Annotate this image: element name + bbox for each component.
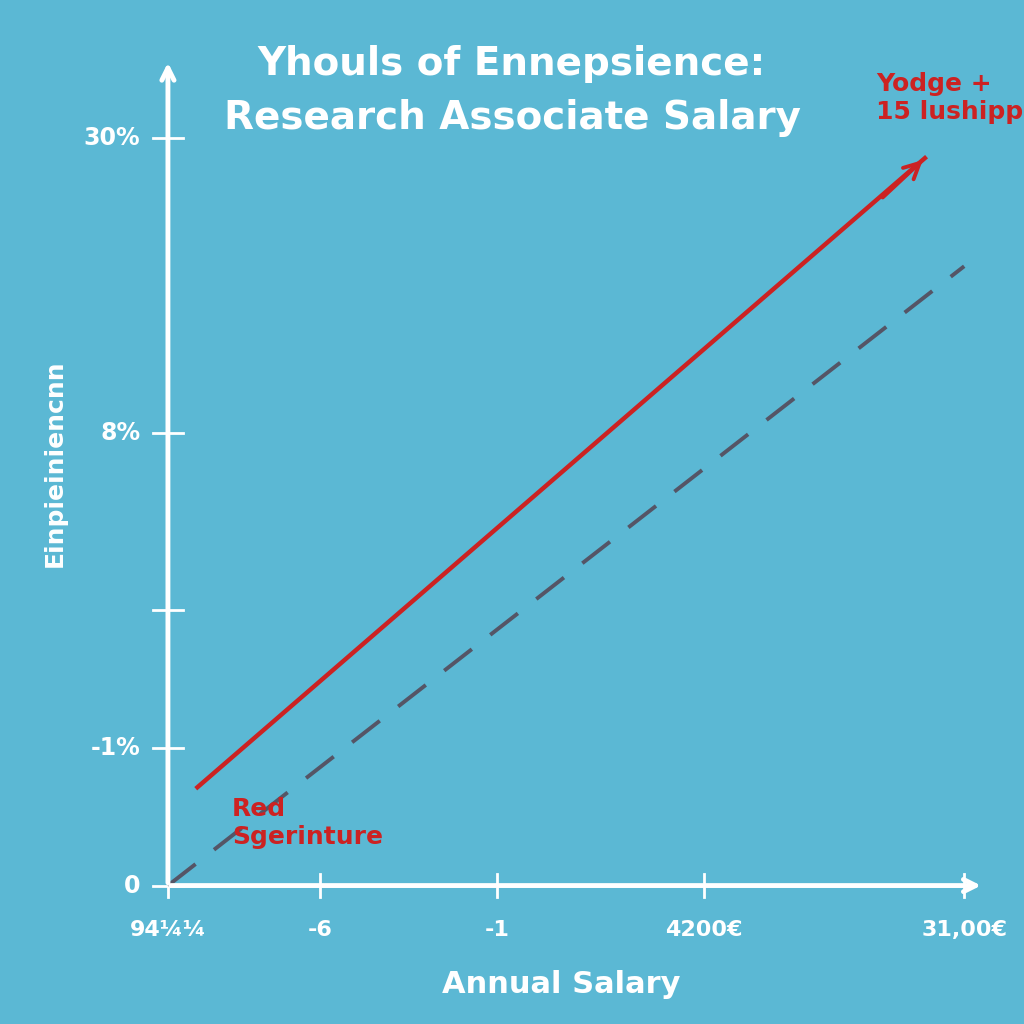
Text: Annual Salary: Annual Salary <box>442 970 680 998</box>
Text: 94¼¼: 94¼¼ <box>130 920 206 940</box>
Text: Einpieiniencnn: Einpieiniencnn <box>43 359 67 566</box>
Text: 4200€: 4200€ <box>665 920 742 940</box>
Text: Yodge +
15 lushippine: Yodge + 15 lushippine <box>876 72 1024 124</box>
Text: 0: 0 <box>124 873 140 898</box>
Text: 8%: 8% <box>100 421 140 445</box>
Text: -1: -1 <box>484 920 510 940</box>
Text: Research Associate Salary: Research Associate Salary <box>223 99 801 137</box>
Text: Yhouls of Ennepsience:: Yhouls of Ennepsience: <box>258 45 766 83</box>
Text: Red
Sgerinture: Red Sgerinture <box>231 797 383 849</box>
Text: 30%: 30% <box>84 126 140 151</box>
Text: 31,00€: 31,00€ <box>922 920 1008 940</box>
Text: -6: -6 <box>308 920 333 940</box>
Text: -1%: -1% <box>91 736 140 760</box>
